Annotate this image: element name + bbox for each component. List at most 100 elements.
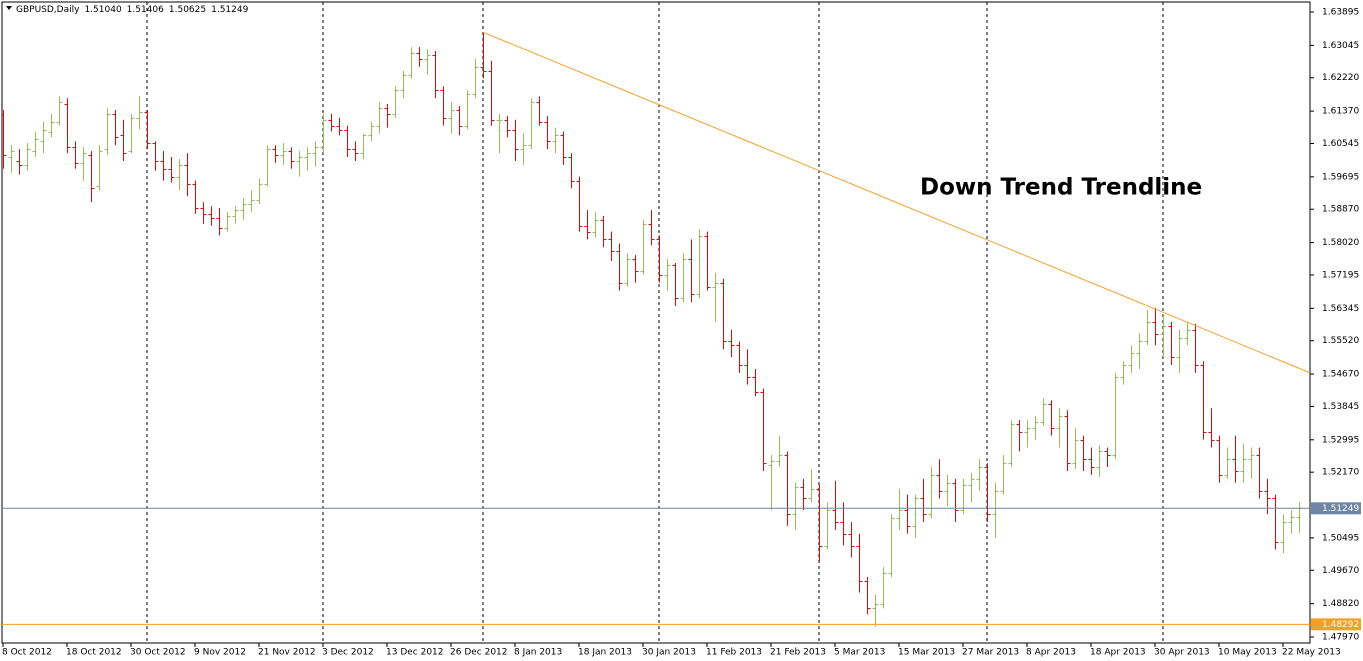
ohlc-bar — [1112, 372, 1119, 460]
ohlc-bar — [920, 478, 927, 523]
ohlc-bar — [64, 98, 71, 154]
ohlc-bar — [360, 133, 367, 159]
header: GBPUSD,Daily 1.51040 1.51406 1.50625 1.51249 — [16, 5, 249, 15]
ohlc-bar — [712, 272, 719, 322]
ohlc-bar — [696, 229, 703, 299]
price-label: 1.48292 — [1322, 620, 1359, 630]
ohlc-bar — [288, 147, 295, 169]
ohlc-bar — [336, 117, 343, 136]
ohlc-bar — [512, 119, 519, 161]
ohlc-bar — [408, 47, 415, 79]
ohlc-bar — [784, 451, 791, 526]
x-tick-label: 8 Jan 2013 — [514, 648, 562, 658]
ohlc-bar — [328, 113, 335, 132]
ohlc-bar — [456, 106, 463, 136]
y-tick-label: 1.60545 — [1322, 139, 1359, 149]
x-tick-label: 8 Apr 2013 — [1026, 648, 1076, 658]
ohlc-bar — [136, 96, 143, 130]
ohlc-bar — [80, 147, 87, 181]
ohlc-bar — [240, 198, 247, 220]
ohlc-bar — [1128, 345, 1135, 373]
ohlc-bar — [528, 98, 535, 150]
ohlc-bar — [672, 262, 679, 307]
ohlc-bar — [112, 109, 119, 146]
ohlc-bar — [208, 206, 215, 226]
y-tick-label: 1.54670 — [1322, 370, 1359, 380]
x-tick-label: 13 Dec 2012 — [386, 648, 444, 658]
header-value: 1.51249 — [211, 5, 248, 15]
ohlc-bar — [824, 502, 831, 550]
ohlc-bar — [1256, 447, 1263, 499]
ohlc-bar — [704, 231, 711, 291]
ohlc-bar — [888, 514, 895, 577]
ohlc-bar — [608, 231, 615, 262]
ohlc-bar — [776, 435, 783, 468]
y-tick-label: 1.58870 — [1322, 205, 1359, 215]
x-tick-label: 26 Dec 2012 — [450, 648, 508, 658]
ohlc-bar — [1240, 443, 1247, 483]
ohlc-bar — [600, 215, 607, 248]
ohlc-bar — [72, 141, 79, 169]
price-label-box — [1311, 618, 1361, 631]
ohlc-bar — [256, 178, 263, 205]
ohlc-bar — [856, 533, 863, 593]
y-tick-label: 1.56345 — [1322, 304, 1359, 314]
ohlc-bar — [744, 349, 751, 385]
ohlc-bar — [840, 502, 847, 546]
ohlc-bar — [416, 47, 423, 67]
ohlc-bar — [536, 96, 543, 126]
ohlc-bar — [1136, 333, 1143, 369]
ohlc-bar — [248, 190, 255, 212]
ohlc-bar — [40, 121, 47, 154]
ohlc-bar — [984, 463, 991, 523]
ohlc-bar — [272, 145, 279, 163]
ohlc-bar — [1176, 329, 1183, 373]
ohlc-bar — [1248, 447, 1255, 479]
axes: 1.63895 1.63045 1.62220 1.61370 1.60545 1.596… — [2, 8, 1361, 658]
menu-icon[interactable] — [6, 6, 12, 10]
ohlc-bar — [760, 388, 767, 471]
overlays — [2, 31, 1310, 625]
header-value: 1.51406 — [127, 5, 164, 15]
ohlc-bar — [392, 86, 399, 118]
ohlc-bar — [976, 459, 983, 491]
ohlc-bar — [504, 115, 511, 138]
ohlc-bar — [216, 208, 223, 236]
ohlc-bar — [384, 104, 391, 128]
ohlc-bar — [96, 145, 103, 191]
ohlc-bar — [88, 151, 95, 203]
ohlc-bar — [1184, 321, 1191, 346]
y-tick-label: 1.50495 — [1322, 533, 1359, 543]
ohlc-bar — [400, 70, 407, 99]
ohlc-bar — [1016, 419, 1023, 452]
y-tick-label: 1.53845 — [1322, 402, 1359, 412]
ohlc-bar — [160, 151, 167, 181]
ohlc-bar — [48, 113, 55, 138]
ohlc-bar — [1072, 427, 1079, 470]
y-tick-label: 1.59695 — [1322, 172, 1359, 182]
ohlc-bar — [472, 58, 479, 99]
header-value: 1.50625 — [169, 5, 206, 15]
x-tick-label: 10 May 2013 — [1218, 648, 1277, 658]
ohlc-bar — [344, 125, 351, 158]
x-tick-label: 21 Feb 2013 — [770, 648, 826, 658]
ohlc-bar — [880, 567, 887, 609]
x-tick-label: 30 Oct 2012 — [130, 648, 186, 658]
ohlc-bar — [448, 102, 455, 134]
ohlc-bar — [232, 206, 239, 224]
ohlc-bar — [792, 482, 799, 530]
ohlc-bar — [768, 455, 775, 511]
x-tick-label: 22 May 2013 — [1282, 648, 1341, 658]
x-tick-label: 30 Jan 2013 — [642, 648, 696, 658]
symbol: GBPUSD,Daily — [16, 5, 80, 15]
ohlc-bar — [1000, 455, 1007, 495]
ohlc-bar — [552, 127, 559, 154]
ohlc-bar — [584, 210, 591, 240]
ohlc-bar — [8, 145, 15, 173]
x-tick-label: 27 Mar 2013 — [962, 648, 1019, 658]
ohlc-bar — [656, 235, 663, 283]
x-tick-label: 30 Apr 2013 — [1154, 648, 1210, 658]
y-tick-label: 1.48820 — [1322, 599, 1359, 609]
y-tick-label: 1.55520 — [1322, 336, 1359, 346]
